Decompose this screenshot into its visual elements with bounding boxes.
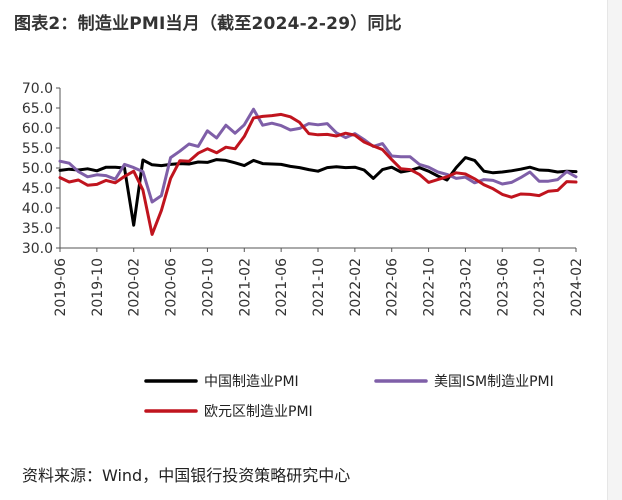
page-edge-strip — [607, 0, 622, 500]
x-tick-label: 2020-10 — [200, 258, 216, 317]
x-tick-label: 2022-10 — [422, 258, 438, 317]
y-tick-label: 65.0 — [22, 101, 53, 117]
x-tick-label: 2021-02 — [237, 258, 253, 317]
x-tick-label: 2021-10 — [311, 258, 327, 317]
x-tick-label: 2020-02 — [127, 258, 143, 317]
y-tick-label: 45.0 — [22, 181, 53, 197]
chart-title: 图表2：制造业PMI当月（截至2024-2-29）同比 — [14, 14, 402, 34]
x-tick-label: 2022-02 — [348, 258, 364, 317]
x-tick-label: 2023-02 — [458, 258, 474, 317]
x-tick-label: 2023-06 — [495, 258, 511, 317]
y-tick-label: 55.0 — [22, 141, 53, 157]
series-lines — [58, 107, 578, 236]
y-tick-label: 30.0 — [22, 241, 53, 257]
axes: 70.065.060.055.050.045.040.035.030.02019… — [22, 81, 585, 317]
legend: 中国制造业PMI 美国ISM制造业PMI 欧元区制造业PMI — [144, 374, 554, 420]
x-tick-label: 2019-06 — [53, 258, 69, 317]
series-line-2 — [58, 112, 578, 236]
legend-label-0: 中国制造业PMI — [204, 374, 299, 390]
legend-label-2: 欧元区制造业PMI — [204, 404, 313, 420]
x-tick-label: 2023-10 — [532, 258, 548, 317]
y-tick-label: 50.0 — [22, 161, 53, 177]
series-line-1 — [58, 107, 578, 204]
y-tick-label: 70.0 — [22, 81, 53, 97]
x-tick-label: 2021-06 — [274, 258, 290, 317]
x-tick-label: 2022-06 — [385, 258, 401, 317]
x-tick-label: 2020-06 — [164, 258, 180, 317]
legend-label-1: 美国ISM制造业PMI — [434, 374, 554, 390]
y-tick-label: 40.0 — [22, 201, 53, 217]
y-tick-label: 35.0 — [22, 221, 53, 237]
x-tick-label: 2024-02 — [569, 258, 585, 317]
x-tick-label: 2019-10 — [90, 258, 106, 317]
source-note: 资料来源：Wind，中国银行投资策略研究中心 — [22, 466, 351, 485]
line-chart: 70.065.060.055.050.045.040.035.030.02019… — [22, 81, 585, 420]
series-line-0 — [58, 156, 578, 227]
y-tick-label: 60.0 — [22, 121, 53, 137]
